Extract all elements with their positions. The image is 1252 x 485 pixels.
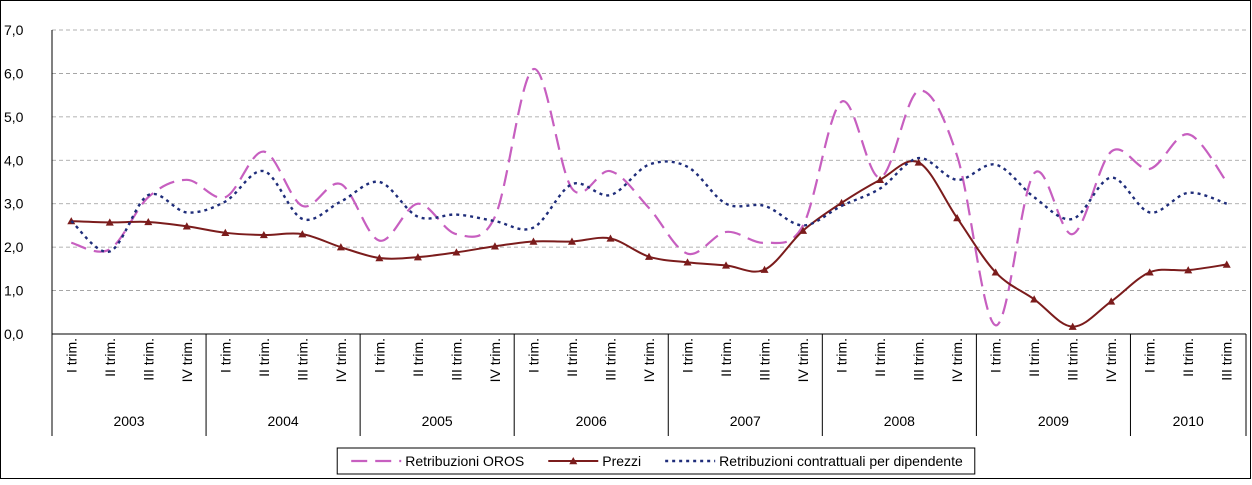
x-tick-label: IV trim. bbox=[641, 338, 657, 382]
point-marker bbox=[683, 258, 692, 266]
x-tick-label: IV trim. bbox=[179, 338, 195, 382]
x-tick-label: I trim. bbox=[525, 338, 541, 373]
y-tick-label: 5,0 bbox=[4, 109, 24, 125]
legend-item: Prezzi bbox=[548, 453, 641, 469]
point-marker bbox=[105, 218, 114, 226]
point-marker bbox=[1030, 295, 1039, 303]
x-tick-label: III trim. bbox=[602, 338, 618, 381]
y-tick-label: 1,0 bbox=[4, 283, 24, 299]
point-marker bbox=[606, 234, 615, 242]
point-marker bbox=[1222, 260, 1231, 268]
x-tick-label: I trim. bbox=[680, 338, 696, 373]
legend-label: Retribuzioni contrattuali per dipendente bbox=[719, 453, 963, 469]
x-tick-label: I trim. bbox=[1142, 338, 1158, 373]
x-tick-label: I trim. bbox=[371, 338, 387, 373]
y-tick-label: 4,0 bbox=[4, 152, 24, 168]
legend-box bbox=[336, 447, 976, 475]
point-marker bbox=[1145, 268, 1154, 276]
x-tick-label: IV trim. bbox=[333, 338, 349, 382]
point-marker bbox=[298, 230, 307, 238]
point-marker bbox=[991, 268, 1000, 276]
x-tick-label: IV trim. bbox=[1103, 338, 1119, 382]
year-label: 2008 bbox=[884, 413, 915, 429]
y-tick-label: 2,0 bbox=[4, 239, 24, 255]
year-label: 2006 bbox=[576, 413, 607, 429]
y-tick-label: 6,0 bbox=[4, 65, 24, 81]
year-label: 2009 bbox=[1038, 413, 1069, 429]
point-marker bbox=[567, 237, 576, 245]
point-marker bbox=[490, 242, 499, 250]
x-tick-label: I trim. bbox=[834, 338, 850, 373]
year-label: 2003 bbox=[113, 413, 144, 429]
point-marker bbox=[375, 254, 384, 262]
point-marker bbox=[914, 158, 923, 166]
x-tick-label: II trim. bbox=[872, 338, 888, 377]
x-tick-label: II trim. bbox=[1026, 338, 1042, 377]
x-tick-label: III trim. bbox=[911, 338, 927, 381]
x-tick-label: IV trim. bbox=[949, 338, 965, 382]
year-label: 2010 bbox=[1173, 413, 1204, 429]
year-label: 2007 bbox=[730, 413, 761, 429]
point-marker bbox=[1107, 297, 1116, 305]
legend-label: Retribuzioni OROS bbox=[405, 453, 524, 469]
x-tick-label: II trim. bbox=[718, 338, 734, 377]
point-marker bbox=[953, 214, 962, 222]
legend-item: Retribuzioni contrattuali per dipendente bbox=[665, 453, 963, 469]
legend: Retribuzioni OROS Prezzi Retribuzioni cont… bbox=[336, 447, 976, 475]
x-tick-label: III trim. bbox=[448, 338, 464, 381]
y-tick-label: 7,0 bbox=[4, 22, 24, 38]
x-tick-label: III trim. bbox=[1065, 338, 1081, 381]
point-marker bbox=[876, 175, 885, 184]
x-tick-label: II trim. bbox=[410, 338, 426, 377]
x-tick-label: I trim. bbox=[217, 338, 233, 373]
y-tick-label: 3,0 bbox=[4, 196, 24, 212]
point-marker bbox=[529, 237, 538, 245]
x-tick-label: II trim. bbox=[1180, 338, 1196, 377]
point-marker bbox=[1068, 322, 1077, 330]
x-tick-label: I trim. bbox=[63, 338, 79, 373]
x-tick-label: II trim. bbox=[102, 338, 118, 377]
point-marker bbox=[413, 253, 422, 261]
point-marker bbox=[799, 226, 808, 234]
point-marker bbox=[1184, 266, 1193, 274]
x-tick-label: IV trim. bbox=[487, 338, 503, 382]
legend-label: Prezzi bbox=[602, 453, 641, 469]
x-tick-label: I trim. bbox=[988, 338, 1004, 373]
legend-marker bbox=[569, 457, 578, 465]
x-tick-label: II trim. bbox=[256, 338, 272, 377]
year-label: 2005 bbox=[422, 413, 453, 429]
point-marker bbox=[722, 261, 731, 269]
point-marker bbox=[452, 248, 461, 256]
x-tick-label: III trim. bbox=[294, 338, 310, 381]
year-label: 2004 bbox=[268, 413, 299, 429]
x-tick-label: III trim. bbox=[1219, 338, 1235, 381]
point-marker bbox=[336, 243, 345, 251]
x-tick-label: II trim. bbox=[564, 338, 580, 377]
point-marker bbox=[182, 222, 191, 230]
x-tick-label: III trim. bbox=[757, 338, 773, 381]
x-tick-label: IV trim. bbox=[795, 338, 811, 382]
point-marker bbox=[259, 230, 268, 239]
point-marker bbox=[144, 217, 153, 226]
legend-item: Retribuzioni OROS bbox=[351, 453, 524, 469]
point-marker bbox=[221, 228, 230, 237]
point-marker bbox=[645, 252, 653, 260]
x-tick-label: III trim. bbox=[140, 338, 156, 381]
point-marker bbox=[760, 265, 769, 273]
y-tick-label: 0,0 bbox=[4, 326, 24, 342]
